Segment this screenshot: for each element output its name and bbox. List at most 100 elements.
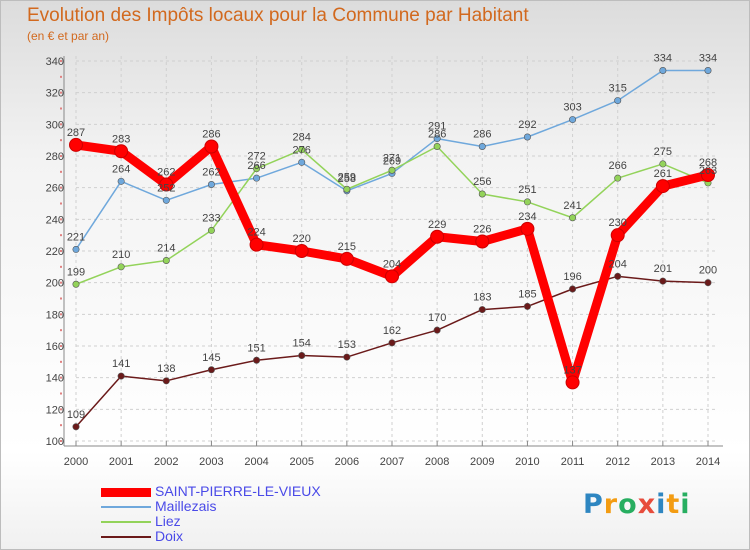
data-label: 204 <box>609 258 627 270</box>
y-tick-label: 200 <box>46 278 64 290</box>
chart-subtitle: (en € et par an) <box>27 29 110 43</box>
data-point <box>523 198 531 206</box>
y-tick-label: 100 <box>46 436 64 448</box>
y-minor-tick <box>60 408 62 411</box>
data-label: 256 <box>473 176 491 188</box>
series-saint-pierre-le-vieux <box>69 137 715 390</box>
x-tick-label: 2000 <box>64 456 88 468</box>
y-minor-tick <box>60 218 62 221</box>
data-label: 251 <box>518 184 536 196</box>
y-minor-tick <box>60 123 62 126</box>
data-point <box>388 339 396 347</box>
data-label: 224 <box>247 227 265 239</box>
data-point <box>207 366 215 374</box>
data-label: 286 <box>428 129 446 141</box>
data-point <box>298 351 306 359</box>
data-label: 283 <box>112 133 130 145</box>
data-label: 262 <box>157 167 175 179</box>
data-label: 138 <box>157 363 175 375</box>
data-label: 315 <box>609 83 627 95</box>
y-minor-tick <box>60 139 62 142</box>
data-point <box>565 375 580 390</box>
data-point <box>162 256 170 264</box>
data-label: 261 <box>654 168 672 180</box>
data-point <box>659 67 667 75</box>
x-tick-label: 2005 <box>289 456 313 468</box>
y-minor-tick <box>60 250 62 252</box>
logo-letter: x <box>637 489 657 520</box>
y-minor-tick <box>60 376 62 379</box>
legend-label: Liez <box>155 513 181 529</box>
legend-swatch <box>101 521 151 523</box>
data-point <box>159 177 174 192</box>
data-label: 214 <box>157 243 175 255</box>
data-label: 234 <box>518 211 536 223</box>
data-point <box>659 277 667 285</box>
data-label: 287 <box>67 127 85 139</box>
data-point <box>343 353 351 361</box>
data-label: 263 <box>699 165 717 177</box>
y-minor-tick <box>60 329 62 332</box>
x-tick-label: 2001 <box>109 456 133 468</box>
data-point <box>701 168 715 182</box>
data-point <box>253 165 261 173</box>
data-label: 210 <box>112 249 130 261</box>
y-tick-label: 120 <box>46 404 64 416</box>
x-tick-label: 2014 <box>696 456 720 468</box>
data-point <box>72 245 80 253</box>
data-label: 264 <box>112 163 130 175</box>
y-minor-tick <box>60 345 62 347</box>
x-tick-label: 2009 <box>470 456 494 468</box>
y-minor-tick <box>60 234 62 237</box>
data-point <box>298 146 306 154</box>
data-labels: 2212642522622662762582692912862923033153… <box>67 53 717 421</box>
data-label: 183 <box>473 292 491 304</box>
data-point <box>253 174 261 182</box>
legend-label: Doix <box>155 528 184 544</box>
data-point <box>162 377 170 385</box>
data-point <box>204 139 219 154</box>
data-label: 266 <box>247 160 265 172</box>
data-label: 153 <box>338 339 356 351</box>
y-minor-tick <box>60 75 62 78</box>
logo-letter: t <box>666 489 681 520</box>
legend-label: SAINT-PIERRE-LE-VIEUX <box>155 483 321 499</box>
data-point <box>72 280 80 288</box>
y-minor-tick <box>60 170 62 173</box>
data-point <box>117 177 125 185</box>
data-point <box>659 160 667 168</box>
data-point <box>249 237 264 252</box>
data-label: 201 <box>654 263 672 275</box>
y-minor-tick <box>60 107 62 110</box>
y-minor-tick <box>60 297 62 300</box>
data-label: 241 <box>563 200 581 212</box>
y-tick-label: 340 <box>46 56 64 68</box>
data-point <box>569 116 577 124</box>
logo-letter: P <box>583 489 604 520</box>
data-label: 272 <box>247 151 265 163</box>
y-minor-tick <box>60 440 62 442</box>
data-point <box>614 97 622 105</box>
data-label: 286 <box>473 129 491 141</box>
y-minor-tick <box>60 392 62 395</box>
data-label: 215 <box>338 241 356 253</box>
logo-letter: i <box>680 489 691 520</box>
data-label: 268 <box>699 157 717 169</box>
data-label: 276 <box>293 144 311 156</box>
x-tick-label: 2007 <box>380 456 404 468</box>
y-minor-tick <box>60 60 62 62</box>
data-point <box>569 214 577 222</box>
data-point <box>339 251 354 266</box>
data-label: 266 <box>609 160 627 172</box>
data-point <box>72 423 80 431</box>
data-label: 162 <box>383 325 401 337</box>
data-point <box>523 302 531 310</box>
data-point <box>704 67 712 75</box>
data-point <box>117 372 125 380</box>
y-minor-tick <box>60 424 62 427</box>
y-tick-label: 240 <box>46 214 64 226</box>
data-point <box>478 190 486 198</box>
y-minor-tick <box>60 202 62 205</box>
data-label: 291 <box>428 121 446 133</box>
